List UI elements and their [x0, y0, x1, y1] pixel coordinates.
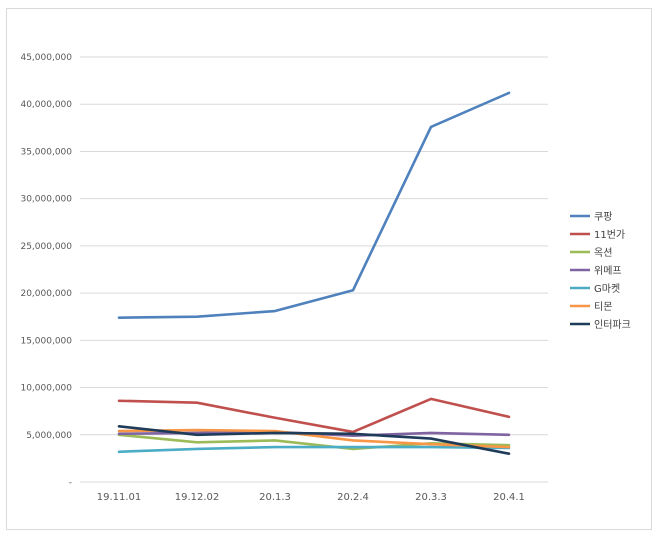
x-tick-label: 20.4.1 — [493, 492, 525, 503]
y-tick-label: 45,000,000 — [20, 53, 72, 63]
x-tick-label: 20.1.3 — [259, 492, 291, 503]
y-tick-label: 5,000,000 — [26, 431, 72, 441]
y-axis-ticks: - 5,000,000 10,000,000 15,000,000 20,000,000… — [20, 53, 72, 488]
y-tick-label: 25,000,000 — [20, 242, 72, 252]
x-tick-label: 20.2.4 — [337, 492, 369, 503]
grid-lines — [80, 56, 548, 483]
y-tick-label: 35,000,000 — [20, 147, 72, 157]
legend-label: 티몬 — [594, 301, 612, 313]
x-tick-label: 20.3.3 — [415, 492, 447, 503]
x-tick-label: 19.12.02 — [175, 492, 220, 503]
chart-frame — [6, 8, 652, 530]
legend-label: G마켓 — [594, 283, 620, 295]
legend-label: 11번가 — [594, 229, 625, 241]
series-line-6 — [117, 424, 511, 455]
series-line-5 — [117, 428, 511, 449]
legend-label: 옥션 — [594, 247, 612, 259]
series-line-1 — [117, 397, 511, 434]
legend-label: 쿠팡 — [594, 211, 612, 223]
series-lines — [117, 91, 511, 455]
y-tick-label: 10,000,000 — [20, 384, 72, 394]
x-axis-ticks: 19.11.01 19.12.02 20.1.3 20.2.4 20.3.3 20.4.1 — [97, 492, 525, 503]
series-line-4 — [117, 445, 511, 454]
legend-label: 위메프 — [594, 264, 622, 277]
legend-label: 인터파크 — [594, 319, 631, 331]
series-line-0 — [117, 91, 511, 319]
y-tick-label: 15,000,000 — [20, 336, 72, 346]
y-tick-label: - — [69, 478, 72, 488]
y-tick-label: 40,000,000 — [20, 100, 72, 110]
y-tick-label: 30,000,000 — [20, 195, 72, 205]
y-tick-label: 20,000,000 — [20, 289, 72, 299]
x-tick-label: 19.11.01 — [97, 492, 142, 503]
